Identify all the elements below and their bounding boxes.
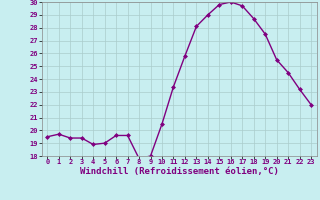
X-axis label: Windchill (Refroidissement éolien,°C): Windchill (Refroidissement éolien,°C): [80, 167, 279, 176]
